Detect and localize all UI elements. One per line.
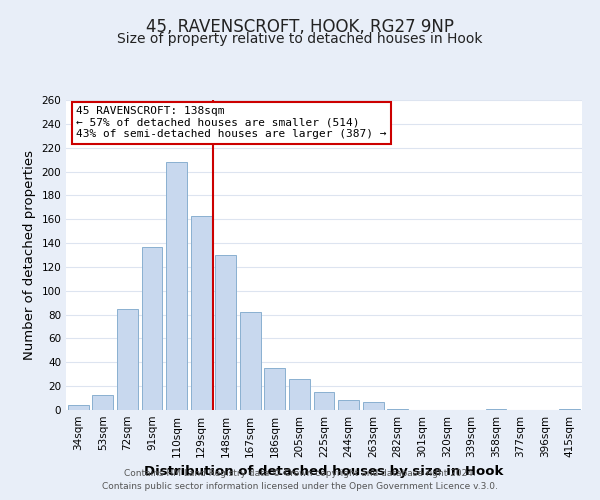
Y-axis label: Number of detached properties: Number of detached properties bbox=[23, 150, 36, 360]
Text: Contains HM Land Registry data © Crown copyright and database right 2024.: Contains HM Land Registry data © Crown c… bbox=[124, 468, 476, 477]
Bar bbox=[215, 255, 236, 410]
Bar bbox=[289, 379, 310, 410]
Text: 45 RAVENSCROFT: 138sqm
← 57% of detached houses are smaller (514)
43% of semi-de: 45 RAVENSCROFT: 138sqm ← 57% of detached… bbox=[76, 106, 387, 140]
Bar bbox=[559, 409, 580, 410]
Text: Size of property relative to detached houses in Hook: Size of property relative to detached ho… bbox=[117, 32, 483, 46]
Bar bbox=[68, 405, 89, 410]
Bar bbox=[240, 312, 261, 410]
Bar bbox=[166, 162, 187, 410]
Bar bbox=[338, 400, 359, 410]
Bar bbox=[362, 402, 383, 410]
Bar bbox=[92, 394, 113, 410]
Text: 45, RAVENSCROFT, HOOK, RG27 9NP: 45, RAVENSCROFT, HOOK, RG27 9NP bbox=[146, 18, 454, 36]
Bar bbox=[485, 409, 506, 410]
Bar bbox=[387, 409, 408, 410]
Text: Contains public sector information licensed under the Open Government Licence v.: Contains public sector information licen… bbox=[102, 482, 498, 491]
Bar bbox=[142, 246, 163, 410]
Bar bbox=[265, 368, 286, 410]
Bar bbox=[117, 308, 138, 410]
Bar bbox=[314, 392, 334, 410]
Bar bbox=[191, 216, 212, 410]
X-axis label: Distribution of detached houses by size in Hook: Distribution of detached houses by size … bbox=[145, 466, 503, 478]
